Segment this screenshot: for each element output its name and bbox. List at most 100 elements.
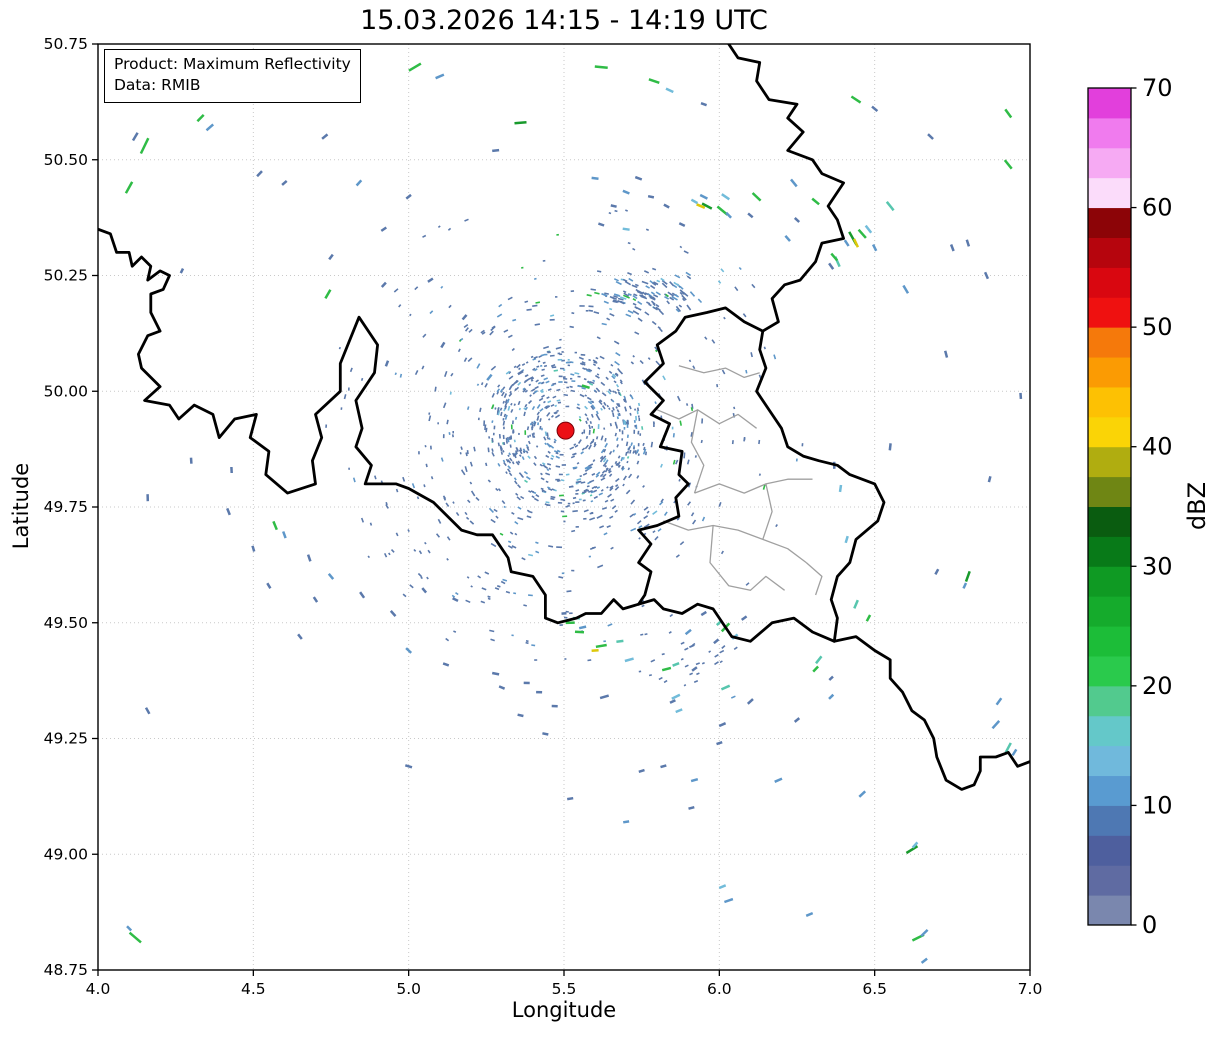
echo-streak bbox=[411, 483, 416, 489]
echo-streak bbox=[652, 296, 656, 300]
echo-streak bbox=[675, 308, 680, 313]
echo-streak bbox=[995, 697, 1003, 706]
echo-streak bbox=[690, 407, 694, 412]
echo-streak bbox=[555, 465, 561, 468]
echo-streak bbox=[513, 439, 516, 443]
echo-streak bbox=[590, 500, 594, 503]
echo-streak bbox=[511, 545, 517, 549]
echo-streak bbox=[360, 517, 365, 523]
echo-streak bbox=[579, 362, 584, 366]
echo-streak bbox=[568, 485, 574, 488]
echo-streak bbox=[622, 456, 625, 460]
echo-streak bbox=[414, 370, 419, 376]
echo-streak bbox=[545, 472, 551, 476]
echo-streak bbox=[524, 389, 528, 393]
echo-streak bbox=[533, 462, 537, 466]
echo-streak bbox=[537, 360, 541, 363]
echo-streak bbox=[622, 290, 627, 294]
echo-streak bbox=[518, 449, 523, 455]
echo-streak bbox=[660, 277, 665, 282]
echo-streak bbox=[679, 289, 687, 296]
echo-streak bbox=[523, 604, 528, 607]
echo-streak bbox=[619, 379, 623, 383]
echo-streak bbox=[613, 295, 618, 299]
echo-streak bbox=[589, 479, 595, 483]
x-tick-label: 4.0 bbox=[86, 980, 111, 998]
echo-streak bbox=[553, 489, 557, 492]
echo-streak bbox=[858, 790, 867, 798]
echo-streak bbox=[652, 282, 657, 286]
echo-streak bbox=[528, 383, 532, 387]
echo-streak bbox=[435, 73, 445, 80]
country-border bbox=[727, 44, 845, 333]
echo-streak bbox=[272, 520, 278, 531]
echo-streak bbox=[679, 285, 684, 290]
echo-streak bbox=[321, 133, 329, 140]
echo-streak bbox=[460, 446, 463, 451]
echo-streak bbox=[964, 570, 971, 583]
echo-streak bbox=[719, 660, 723, 664]
echo-streak bbox=[607, 493, 612, 498]
echo-streak bbox=[582, 472, 588, 476]
echo-streak bbox=[327, 573, 335, 580]
echo-streak bbox=[680, 641, 685, 645]
regional-border bbox=[805, 562, 823, 596]
echo-streak bbox=[491, 451, 495, 457]
echo-streak bbox=[251, 545, 256, 552]
echo-streak bbox=[597, 366, 601, 370]
echo-streak bbox=[507, 540, 512, 544]
echo-streak bbox=[637, 402, 641, 407]
echo-streak bbox=[632, 302, 637, 306]
echo-streak bbox=[528, 510, 533, 514]
country-borders bbox=[98, 44, 1030, 791]
echo-streak bbox=[541, 489, 547, 493]
echo-streak bbox=[793, 216, 801, 223]
echo-streak bbox=[496, 407, 500, 413]
echo-streak bbox=[596, 486, 601, 490]
echo-streak bbox=[588, 309, 594, 312]
echo-streak bbox=[528, 490, 532, 493]
echo-streak bbox=[551, 454, 555, 458]
echo-streak bbox=[611, 296, 618, 301]
colorbar-tick-label: 10 bbox=[1142, 791, 1173, 819]
echo-streak bbox=[592, 459, 596, 463]
echo-streak bbox=[126, 925, 133, 932]
echo-streak bbox=[520, 495, 525, 500]
echo-streak bbox=[667, 291, 675, 297]
echo-streak bbox=[511, 461, 515, 465]
echo-streak bbox=[494, 407, 497, 410]
echo-streak bbox=[509, 444, 512, 448]
echo-streak bbox=[612, 449, 615, 453]
echo-streak bbox=[504, 404, 507, 408]
echo-streak bbox=[380, 281, 387, 288]
echo-streak bbox=[515, 380, 519, 384]
echo-streak bbox=[457, 348, 461, 353]
echo-streak bbox=[521, 363, 526, 366]
echo-streak bbox=[463, 323, 469, 329]
echo-streak bbox=[708, 650, 712, 653]
echo-streak bbox=[528, 376, 534, 380]
echo-streak bbox=[815, 655, 823, 665]
regional-border bbox=[690, 409, 705, 494]
echo-streak bbox=[424, 445, 427, 448]
echo-streak bbox=[577, 385, 581, 388]
echo-streak bbox=[725, 211, 732, 219]
figure-title: 15.03.2026 14:15 - 14:19 UTC bbox=[360, 5, 768, 36]
echo-streak bbox=[360, 377, 364, 381]
echo-streak bbox=[427, 277, 434, 283]
echo-streak bbox=[830, 252, 839, 262]
echo-streak bbox=[547, 418, 551, 421]
echo-streak bbox=[627, 309, 634, 314]
echo-streak bbox=[609, 515, 614, 519]
echo-streak bbox=[131, 132, 139, 142]
echo-streak bbox=[573, 443, 577, 447]
echo-streak bbox=[718, 501, 722, 507]
regional-border bbox=[709, 525, 785, 591]
echo-streak bbox=[420, 576, 423, 580]
echo-streak bbox=[718, 884, 727, 890]
echo-streak bbox=[465, 452, 468, 457]
echo-streak bbox=[550, 495, 556, 499]
echo-streak bbox=[535, 379, 539, 383]
echo-streak bbox=[450, 372, 454, 377]
echo-streak bbox=[643, 506, 649, 511]
